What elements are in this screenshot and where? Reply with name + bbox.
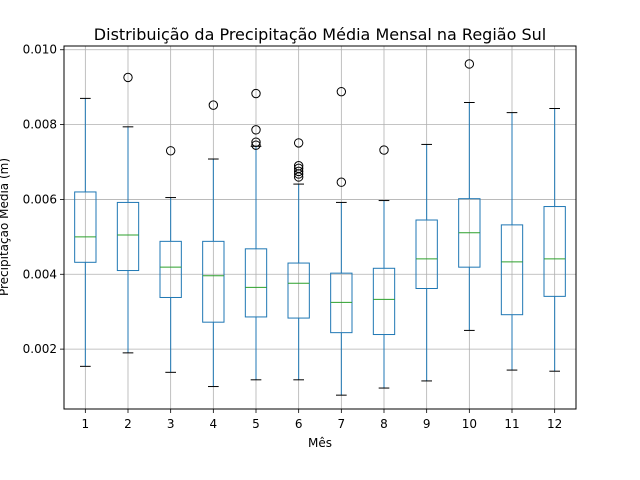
grid-lines xyxy=(64,46,576,409)
x-tick-label: 9 xyxy=(423,417,431,431)
y-tick-label: 0.002 xyxy=(23,342,57,356)
box-month-4 xyxy=(202,100,225,388)
box-series xyxy=(74,59,566,396)
x-tick-label: 2 xyxy=(124,417,132,431)
plot-frame xyxy=(63,45,577,410)
x-tick-label: 10 xyxy=(462,417,477,431)
outlier-point xyxy=(293,138,304,148)
x-tick-label: 8 xyxy=(380,417,388,431)
outlier-point xyxy=(251,137,261,147)
y-tick-label: 0.006 xyxy=(23,192,57,206)
iqr-box xyxy=(116,201,140,272)
x-axis-label: Mês xyxy=(308,436,332,450)
iqr-box xyxy=(415,219,438,289)
y-tick-label: 0.010 xyxy=(23,43,57,57)
box-month-10 xyxy=(458,59,481,331)
y-tick-label: 0.004 xyxy=(23,267,57,281)
outlier-point xyxy=(379,145,389,155)
outlier-point xyxy=(251,140,261,150)
outlier-point xyxy=(293,169,304,179)
x-tick-label: 6 xyxy=(295,417,303,431)
outlier-point xyxy=(165,146,176,156)
box-month-7 xyxy=(330,86,353,396)
outlier-point xyxy=(293,166,304,177)
box-month-2 xyxy=(116,72,140,354)
x-tick-label: 7 xyxy=(338,417,346,431)
box-month-11 xyxy=(500,112,524,371)
chart-title: Distribuição da Precipitação Média Mensa… xyxy=(94,25,546,44)
outlier-point xyxy=(293,172,304,182)
x-tick-label: 11 xyxy=(504,417,519,431)
box-month-3 xyxy=(159,146,182,373)
box-month-8 xyxy=(372,145,396,389)
iqr-box xyxy=(500,224,524,316)
iqr-box xyxy=(159,240,182,298)
box-month-5 xyxy=(244,88,268,381)
iqr-box xyxy=(372,267,396,336)
outlier-point xyxy=(208,100,219,110)
y-tick-label: 0.008 xyxy=(23,118,57,132)
box-month-6 xyxy=(287,138,310,381)
iqr-box xyxy=(202,240,225,323)
outlier-point xyxy=(336,86,347,97)
y-axis-label: Precipitação Média (m) xyxy=(0,158,11,296)
box-month-1 xyxy=(74,97,97,367)
x-tick-label: 3 xyxy=(167,417,175,431)
outlier-point xyxy=(336,177,347,187)
iqr-box xyxy=(74,191,97,263)
box-month-9 xyxy=(415,143,438,382)
outlier-point xyxy=(251,88,261,99)
x-tick-label: 12 xyxy=(547,417,562,431)
iqr-box xyxy=(287,262,310,319)
x-tick-label: 5 xyxy=(252,417,260,431)
x-tick-label: 1 xyxy=(82,417,90,431)
iqr-box xyxy=(244,248,268,318)
outlier-point xyxy=(251,125,261,135)
outlier-point xyxy=(123,72,133,83)
outlier-point xyxy=(464,59,475,69)
iqr-box xyxy=(543,206,566,297)
iqr-box xyxy=(330,272,353,334)
x-tick-label: 4 xyxy=(210,417,218,431)
box-month-12 xyxy=(543,107,566,372)
